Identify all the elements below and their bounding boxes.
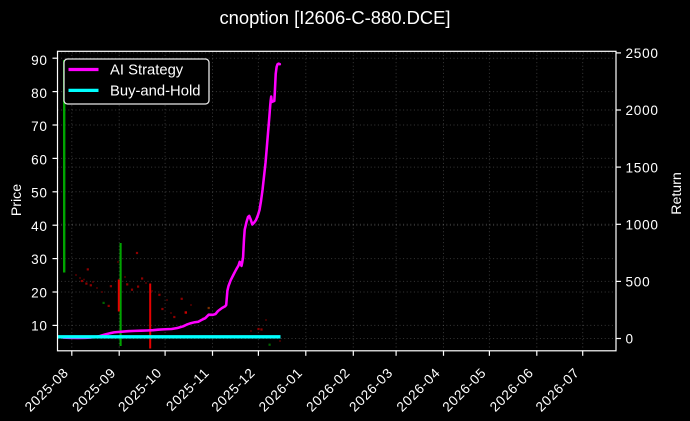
svg-text:2500: 2500 xyxy=(626,46,659,61)
svg-text:2000: 2000 xyxy=(626,103,659,118)
svg-text:30: 30 xyxy=(31,252,48,267)
svg-text:0: 0 xyxy=(626,331,634,346)
svg-text:Return: Return xyxy=(669,172,685,215)
svg-text:90: 90 xyxy=(31,53,48,68)
svg-text:Buy-and-Hold: Buy-and-Hold xyxy=(110,83,200,99)
svg-text:80: 80 xyxy=(31,86,48,101)
svg-text:70: 70 xyxy=(31,119,48,134)
svg-text:10: 10 xyxy=(31,319,48,334)
svg-text:1500: 1500 xyxy=(626,160,659,175)
svg-text:20: 20 xyxy=(31,285,48,300)
svg-text:AI Strategy: AI Strategy xyxy=(110,63,184,79)
svg-text:cnoption [I2606-C-880.DCE]: cnoption [I2606-C-880.DCE] xyxy=(219,7,450,28)
svg-text:500: 500 xyxy=(626,274,651,289)
svg-text:60: 60 xyxy=(31,153,48,168)
svg-text:40: 40 xyxy=(31,219,48,234)
svg-text:50: 50 xyxy=(31,186,48,201)
svg-text:1000: 1000 xyxy=(626,217,659,232)
svg-text:Price: Price xyxy=(9,184,25,216)
